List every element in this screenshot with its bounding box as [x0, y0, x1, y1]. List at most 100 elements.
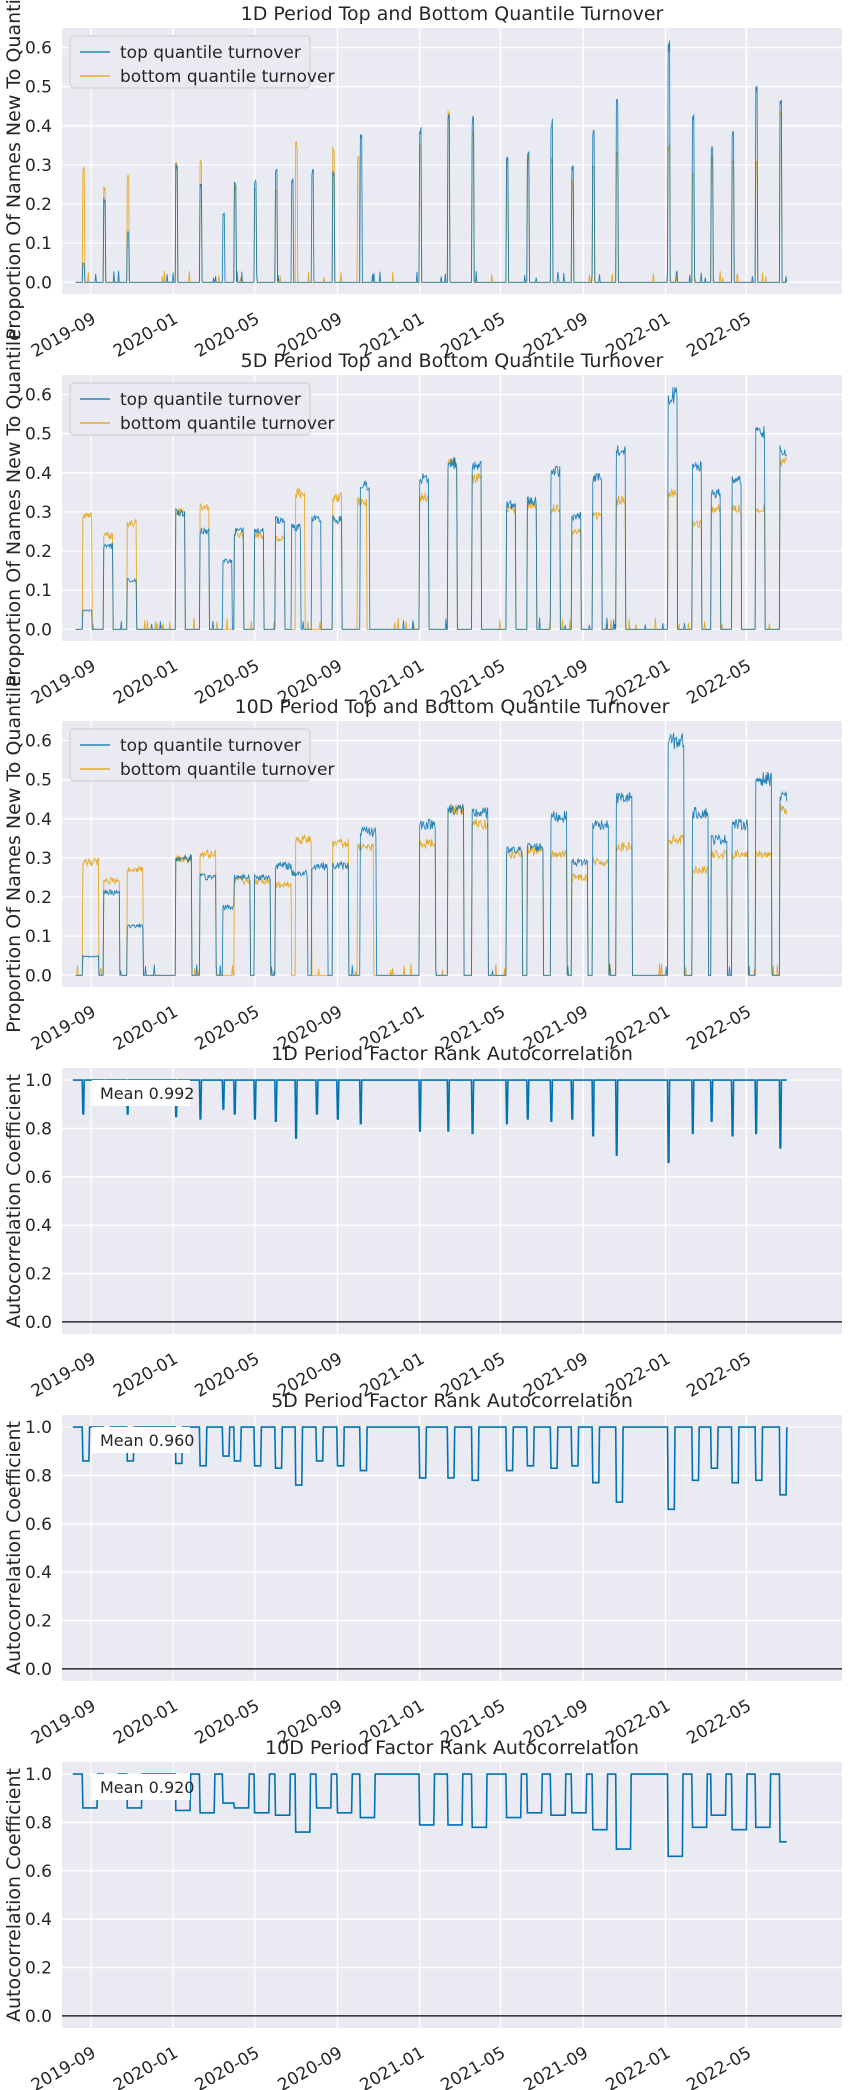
mean-label: Mean 0.960 — [100, 1431, 194, 1450]
mean-label: Mean 0.920 — [100, 1778, 194, 1797]
y-axis-label: Proportion Of Names New To Quantile — [3, 0, 25, 340]
y-tick-label: 0.6 — [25, 1515, 52, 1535]
y-tick-label: 0.0 — [25, 966, 52, 986]
y-tick-label: 0.5 — [25, 771, 52, 791]
y-tick-label: 0.5 — [25, 78, 52, 98]
legend-entry: top quantile turnover — [120, 736, 301, 756]
x-tick-label: 2022-05 — [683, 1349, 755, 1402]
x-tick-label: 2020-05 — [192, 1696, 264, 1749]
y-tick-label: 0.3 — [25, 156, 52, 176]
x-tick-label: 2019-09 — [28, 656, 100, 709]
plot-area — [62, 1068, 842, 1334]
series-line-top-quantile — [75, 387, 788, 630]
x-tick-label: 2020-01 — [110, 2043, 182, 2090]
y-tick-label: 0.2 — [25, 1959, 52, 1979]
x-tick-label: 2022-01 — [603, 2043, 675, 2090]
y-tick-label: 1.0 — [25, 1418, 52, 1438]
chart-title: 5D Period Top and Bottom Quantile Turnov… — [241, 350, 664, 372]
y-tick-label: 0.2 — [25, 888, 52, 908]
x-tick-label: 2019-09 — [28, 2043, 100, 2090]
plot-area — [62, 1762, 842, 2028]
mean-box — [92, 1080, 190, 1106]
legend-entry: bottom quantile turnover — [120, 760, 334, 780]
mean-annotation: Mean 0.920 — [92, 1774, 194, 1800]
y-tick-label: 0.8 — [25, 1813, 52, 1833]
chart-title: 5D Period Factor Rank Autocorrelation — [271, 1390, 633, 1412]
x-tick-label: 2021-01 — [357, 2043, 429, 2090]
x-tick-label: 2019-09 — [28, 1696, 100, 1749]
legend: top quantile turnover bottom quantile tur… — [69, 382, 334, 436]
x-tick-label: 2022-05 — [683, 1002, 755, 1055]
plot-area — [62, 1415, 842, 1681]
mean-annotation: Mean 0.992 — [92, 1080, 194, 1106]
y-axis-label: Autocorrelation Coefficient — [3, 1421, 25, 1675]
autocorrelation-line — [72, 1773, 787, 1858]
y-tick-label: 0.4 — [25, 1910, 52, 1930]
x-tick-label: 2022-05 — [683, 1696, 755, 1749]
legend-frame — [69, 728, 311, 782]
mean-box — [92, 1774, 190, 1800]
x-tick-label: 2021-09 — [520, 2043, 592, 2090]
x-tick-label: 2019-09 — [28, 309, 100, 362]
y-tick-label: 0.6 — [25, 732, 52, 752]
y-axis-label: Autocorrelation Coefficient — [3, 1768, 25, 2022]
y-tick-label: 0.4 — [25, 1563, 52, 1583]
y-tick-label: 0.3 — [25, 849, 52, 869]
y-tick-label: 0.1 — [25, 927, 52, 947]
y-tick-label: 0.1 — [25, 581, 52, 601]
y-tick-label: 0.2 — [25, 1265, 52, 1285]
x-tick-label: 2020-01 — [110, 1696, 182, 1749]
x-tick-label: 2020-01 — [110, 656, 182, 709]
x-tick-label: 2019-09 — [28, 1002, 100, 1055]
y-tick-label: 1.0 — [25, 1765, 52, 1785]
y-axis-label: Autocorrelation Coefficient — [3, 1074, 25, 1328]
chart-title: 10D Period Top and Bottom Quantile Turno… — [235, 696, 670, 718]
autocorrelation-line — [72, 1079, 787, 1164]
y-tick-label: 0.0 — [25, 1313, 52, 1333]
legend-frame — [69, 382, 311, 436]
mean-annotation: Mean 0.960 — [92, 1427, 194, 1453]
legend-entry: top quantile turnover — [120, 43, 301, 63]
legend-entry: top quantile turnover — [120, 390, 301, 410]
y-tick-label: 0.4 — [25, 117, 52, 137]
x-tick-label: 2022-05 — [683, 656, 755, 709]
x-tick-label: 2021-05 — [437, 2043, 509, 2090]
x-tick-label: 2020-05 — [192, 1002, 264, 1055]
y-tick-label: 0.4 — [25, 464, 52, 484]
y-tick-label: 0.6 — [25, 1862, 52, 1882]
y-tick-label: 0.0 — [25, 620, 52, 640]
y-axis-label: Proportion Of Names New To Quantile — [3, 675, 25, 1033]
y-tick-label: 0.2 — [25, 195, 52, 215]
y-tick-label: 0.0 — [25, 2007, 52, 2027]
y-tick-label: 0.4 — [25, 1216, 52, 1236]
legend: top quantile turnover bottom quantile tur… — [69, 728, 334, 782]
y-tick-label: 0.6 — [25, 39, 52, 59]
chart-title: 10D Period Factor Rank Autocorrelation — [265, 1737, 639, 1759]
x-tick-label: 2022-05 — [683, 309, 755, 362]
series-line-top-quantile — [75, 40, 788, 283]
legend: top quantile turnover bottom quantile tur… — [69, 35, 334, 89]
x-tick-label: 2020-05 — [192, 1349, 264, 1402]
autocorrelation-line — [72, 1426, 788, 1511]
y-tick-label: 0.3 — [25, 503, 52, 523]
y-tick-label: 0.4 — [25, 810, 52, 830]
mean-label: Mean 0.992 — [100, 1084, 194, 1103]
y-tick-label: 0.6 — [25, 1168, 52, 1188]
y-tick-label: 0.8 — [25, 1466, 52, 1486]
x-tick-label: 2019-09 — [28, 1349, 100, 1402]
legend-entry: bottom quantile turnover — [120, 414, 334, 434]
y-tick-label: 0.0 — [25, 273, 52, 293]
legend-frame — [69, 35, 311, 89]
chart-title: 1D Period Factor Rank Autocorrelation — [271, 1043, 633, 1065]
y-tick-label: 0.6 — [25, 386, 52, 406]
y-tick-label: 0.0 — [25, 1660, 52, 1680]
x-tick-label: 2022-05 — [683, 2043, 755, 2090]
y-tick-label: 0.2 — [25, 542, 52, 562]
y-tick-label: 0.5 — [25, 425, 52, 445]
y-axis-label: Proportion Of Names New To Quantile — [3, 329, 25, 687]
x-tick-label: 2020-01 — [110, 309, 182, 362]
mean-box — [92, 1427, 190, 1453]
y-tick-label: 0.2 — [25, 1612, 52, 1632]
x-tick-label: 2020-01 — [110, 1349, 182, 1402]
